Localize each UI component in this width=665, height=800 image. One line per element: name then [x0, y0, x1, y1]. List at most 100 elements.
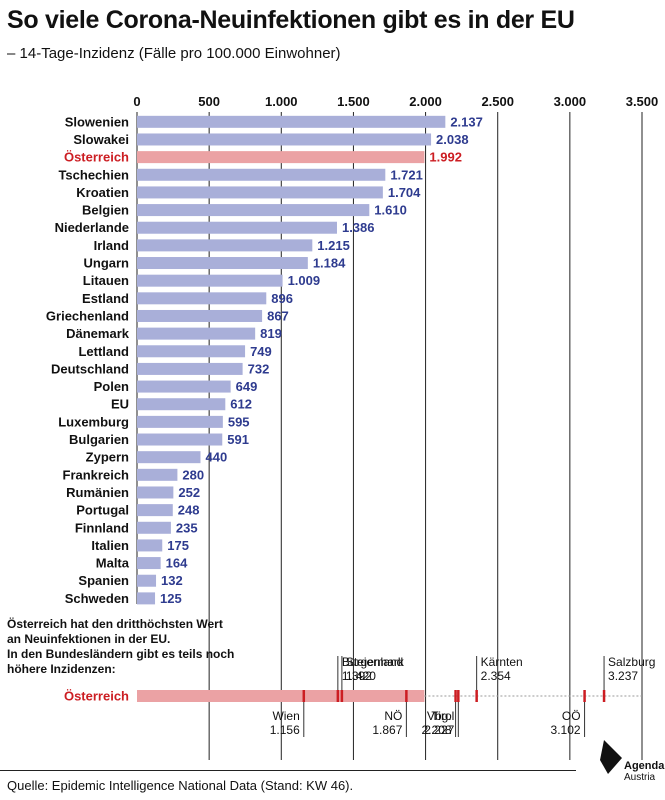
- tick-label: 1.000: [265, 94, 298, 109]
- state-value: 1.156: [270, 723, 300, 737]
- category-label: Griechenland: [46, 308, 129, 323]
- state-value: 1.392: [342, 669, 372, 683]
- bar: [137, 274, 283, 287]
- bar: [137, 309, 263, 322]
- category-label: Spanien: [78, 573, 129, 588]
- value-label: 819: [260, 326, 282, 341]
- state-name: OÖ: [562, 709, 581, 723]
- chart-subtitle: – 14-Tage-Inzidenz (Fälle pro 100.000 Ei…: [7, 45, 341, 62]
- category-label: EU: [111, 397, 129, 412]
- category-label: Österreich: [64, 150, 129, 165]
- bar: [137, 362, 243, 375]
- bar: [137, 398, 226, 411]
- state-name: NÖ: [384, 709, 402, 723]
- value-label: 175: [167, 538, 189, 553]
- category-label: Slowenien: [65, 114, 129, 129]
- state-name: Steiermark: [346, 655, 405, 669]
- category-label: Italien: [91, 538, 129, 553]
- tick-label: 500: [198, 94, 220, 109]
- value-label: 1.009: [288, 273, 321, 288]
- tick-label: 3.000: [554, 94, 587, 109]
- bar: [137, 292, 267, 305]
- value-label: 235: [176, 520, 198, 535]
- value-label: 867: [267, 308, 289, 323]
- state-name: Salzburg: [608, 655, 655, 669]
- tick-label: 3.500: [626, 94, 659, 109]
- agenda-austria-logo: Agenda Austria: [600, 738, 664, 794]
- bar: [137, 257, 308, 270]
- state-value: 3.237: [608, 669, 638, 683]
- value-label: 125: [160, 591, 182, 606]
- value-label: 164: [166, 556, 188, 571]
- state-value: 2.208: [422, 723, 452, 737]
- note-line: Österreich hat den dritthöchsten Wert: [7, 617, 223, 631]
- category-label: Slowakei: [73, 132, 129, 147]
- category-label: Portugal: [76, 503, 129, 518]
- tick-label: 2.500: [481, 94, 514, 109]
- category-label: Kroatien: [76, 185, 129, 200]
- value-label: 440: [205, 450, 227, 465]
- category-label: Polen: [94, 379, 129, 394]
- category-label: Litauen: [83, 273, 129, 288]
- tick-label: 0: [133, 94, 140, 109]
- bar: [137, 521, 171, 534]
- state-value: 2.354: [481, 669, 511, 683]
- bar: [137, 133, 432, 146]
- value-label: 1.386: [342, 220, 375, 235]
- austria-label: Österreich: [64, 689, 129, 704]
- note-line: an Neuinfektionen in der EU.: [7, 632, 171, 646]
- bar: [137, 574, 157, 587]
- value-label: 132: [161, 573, 183, 588]
- value-label: 1.215: [317, 238, 350, 253]
- value-label: 2.137: [450, 114, 483, 129]
- bar: [137, 415, 223, 428]
- category-label: Dänemark: [66, 326, 130, 341]
- bar: [137, 592, 156, 605]
- category-label: Irland: [94, 238, 129, 253]
- bar: [137, 115, 446, 128]
- austria-note: Österreich hat den dritthöchsten Wert an…: [7, 617, 277, 677]
- category-label: Zypern: [86, 450, 129, 465]
- state-name: Wien: [272, 709, 299, 723]
- value-label: 591: [227, 432, 249, 447]
- category-label: Rumänien: [66, 485, 129, 500]
- value-label: 1.610: [374, 203, 407, 218]
- bar: [137, 557, 161, 570]
- logo-mark-icon: [600, 740, 622, 774]
- bar: [137, 221, 337, 234]
- category-label: Luxemburg: [58, 414, 129, 429]
- value-label: 649: [236, 379, 258, 394]
- bar: [137, 151, 425, 164]
- state-value: 1.420: [346, 669, 376, 683]
- value-label: 732: [248, 361, 270, 376]
- austria-bar: [137, 690, 425, 702]
- bar: [137, 380, 231, 393]
- bar: [137, 539, 163, 552]
- bar: [137, 204, 370, 217]
- bar: [137, 486, 174, 499]
- category-label: Ungarn: [84, 256, 130, 271]
- value-label: 1.704: [388, 185, 421, 200]
- value-label: 280: [182, 467, 204, 482]
- tick-label: 1.500: [337, 94, 370, 109]
- category-label: Lettland: [78, 344, 129, 359]
- tick-label: 2.000: [409, 94, 442, 109]
- source-note: Quelle: Epidemic Intelligence National D…: [7, 778, 354, 793]
- category-label: Niederlande: [55, 220, 129, 235]
- bar: [137, 451, 201, 464]
- bar: [137, 345, 246, 358]
- bar: [137, 186, 383, 199]
- category-label: Tschechien: [58, 167, 129, 182]
- value-label: 595: [228, 414, 250, 429]
- value-label: 1.184: [313, 256, 346, 271]
- state-name: Vbg.: [427, 709, 452, 723]
- category-label: Malta: [96, 556, 130, 571]
- category-label: Estland: [82, 291, 129, 306]
- value-label: 1.721: [390, 167, 423, 182]
- state-value: 2.227: [424, 723, 454, 737]
- value-label: 612: [230, 397, 252, 412]
- value-label: 248: [178, 503, 200, 518]
- bar: [137, 468, 178, 481]
- value-label: 896: [271, 291, 293, 306]
- state-name: Tirol: [431, 709, 454, 723]
